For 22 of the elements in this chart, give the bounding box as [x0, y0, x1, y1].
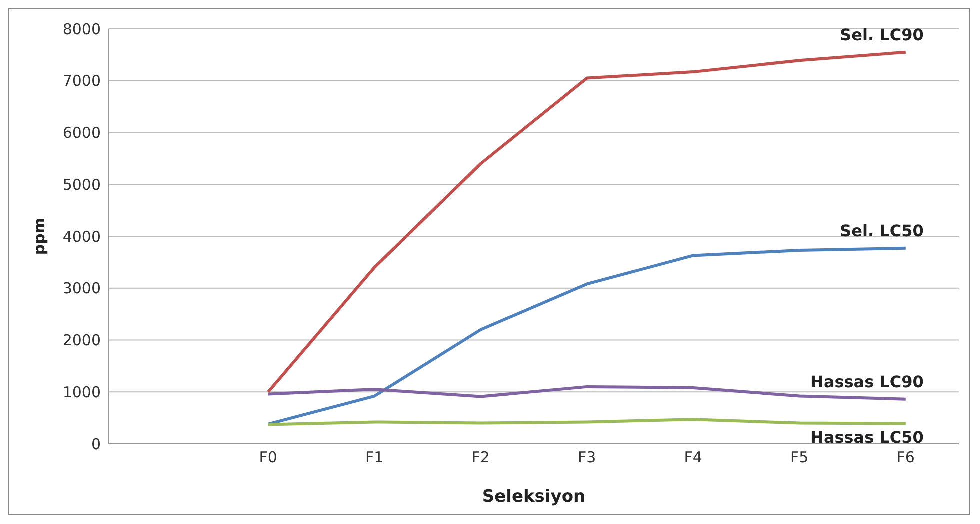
x-tick-label: F1: [366, 448, 384, 467]
y-tick-label: 1000: [62, 383, 101, 402]
y-tick-label: 4000: [62, 228, 101, 246]
y-tick-label: 6000: [62, 124, 101, 142]
x-axis-title: Seleksiyon: [482, 487, 586, 507]
series-label: Sel. LC50: [840, 221, 924, 240]
series-label: Sel. LC90: [840, 25, 924, 44]
x-tick-label: F4: [684, 448, 702, 467]
x-tick-label: F0: [259, 448, 278, 467]
y-tick-label: 3000: [62, 280, 101, 298]
y-tick-label: 0: [91, 435, 101, 454]
x-tick-label: F3: [578, 448, 596, 467]
y-tick-label: 7000: [62, 72, 101, 90]
x-tick-label: F5: [790, 448, 809, 467]
x-tick-label: F6: [896, 448, 915, 467]
y-axis-title: ppm: [30, 218, 48, 256]
x-tick-label: F2: [472, 448, 490, 467]
y-tick-label: 8000: [62, 20, 101, 38]
y-tick-label: 5000: [62, 176, 101, 194]
series-label: Hassas LC50: [810, 428, 924, 447]
series-label: Hassas LC90: [810, 372, 924, 392]
y-tick-label: 2000: [62, 332, 101, 350]
